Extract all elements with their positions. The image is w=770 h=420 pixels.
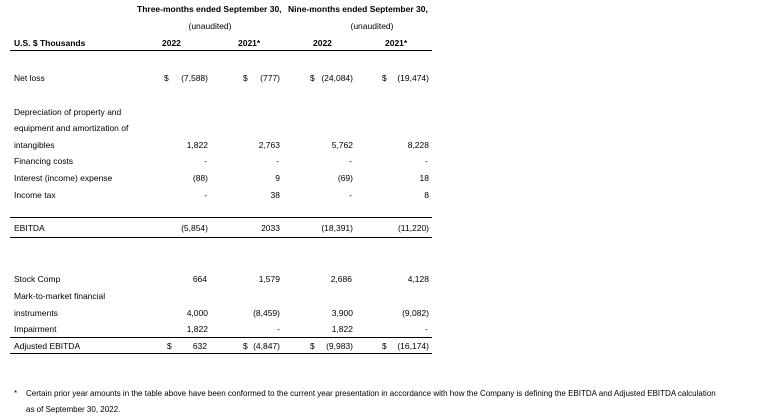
value-cell: 4,128	[407, 274, 429, 284]
value-cell: 1,579	[258, 274, 280, 284]
value-cell: 2,763	[258, 140, 280, 150]
row-label: Mark-to-market financial	[14, 291, 106, 301]
row-label: Financing costs	[14, 156, 74, 166]
footnote-text-line1: Certain prior year amounts in the table …	[26, 389, 716, 398]
value-cell: (24,084)	[321, 73, 353, 83]
period-three-months-heading: Three-months ended September 30,	[137, 4, 282, 14]
value-cell: 5,762	[331, 140, 353, 150]
value-cell: (777)	[260, 73, 280, 83]
period-nine-months-heading: Nine-months ended September 30,	[288, 4, 428, 14]
value-cell: 664	[192, 274, 207, 284]
year-header-2022-three: 2022	[162, 38, 181, 48]
unaudited-three-label: (unaudited)	[188, 21, 232, 31]
value-cell: -	[349, 156, 352, 166]
row-label: instruments	[14, 308, 58, 318]
value-cell: (16,174)	[397, 341, 429, 351]
footnote-text-line2: as of September 30, 2022.	[26, 405, 121, 414]
value-cell: (8,459)	[253, 308, 280, 318]
row-label: Net loss	[14, 73, 45, 83]
value-cell: 2033	[261, 223, 280, 233]
currency-symbol: $	[382, 341, 387, 351]
value-cell: (18,391)	[321, 223, 353, 233]
value-cell: 9	[275, 173, 280, 183]
value-cell: (7,588)	[181, 73, 208, 83]
value-cell: 4,000	[186, 308, 208, 318]
currency-symbol: $	[243, 341, 248, 351]
currency-symbol: $	[310, 341, 315, 351]
year-header-2022-nine: 2022	[313, 38, 332, 48]
value-cell: -	[277, 324, 280, 334]
units-label: U.S. $ Thousands	[14, 38, 86, 48]
value-cell: -	[276, 156, 279, 166]
value-cell: 8,228	[407, 140, 429, 150]
value-cell: 1,822	[186, 140, 208, 150]
value-cell: 8	[424, 190, 429, 200]
currency-symbol: $	[167, 341, 172, 351]
value-cell: 1,822	[331, 324, 353, 334]
value-cell: (19,474)	[397, 73, 429, 83]
value-cell: -	[204, 156, 207, 166]
value-cell: 38	[270, 190, 280, 200]
value-cell: 18	[419, 173, 429, 183]
value-cell: (9,082)	[402, 308, 429, 318]
row-label: Income tax	[14, 190, 56, 200]
row-label: Stock Comp	[14, 274, 61, 284]
value-cell: (4,847)	[253, 341, 280, 351]
year-header-2021-nine: 2021*	[385, 38, 408, 48]
currency-symbol: $	[164, 73, 169, 83]
value-cell: (9,983)	[326, 341, 353, 351]
value-cell: (69)	[337, 173, 353, 183]
ebitda-top-rule	[10, 217, 432, 218]
value-cell: 1,822	[186, 324, 208, 334]
row-label: Impairment	[14, 324, 57, 334]
header-rule	[10, 50, 432, 51]
currency-symbol: $	[382, 73, 387, 83]
adjusted-top-rule	[10, 337, 432, 338]
row-label: intangibles	[14, 140, 55, 150]
value-cell: -	[349, 190, 352, 200]
value-cell: 2,686	[330, 274, 352, 284]
footnote-marker: *	[14, 389, 18, 398]
row-label: EBITDA	[14, 223, 45, 233]
value-cell: 632	[192, 341, 207, 351]
adjusted-bottom-rule	[10, 353, 432, 354]
currency-symbol: $	[310, 73, 315, 83]
value-cell: (88)	[192, 173, 208, 183]
currency-symbol: $	[243, 73, 248, 83]
value-cell: (11,220)	[397, 223, 429, 233]
unaudited-nine-label: (unaudited)	[350, 21, 394, 31]
row-label: Adjusted EBITDA	[14, 341, 81, 351]
value-cell: -	[425, 156, 428, 166]
value-cell: -	[204, 190, 207, 200]
value-cell: (5,854)	[181, 223, 208, 233]
row-label: Interest (income) expense	[14, 173, 113, 183]
value-cell: -	[425, 324, 428, 334]
year-header-2021-three: 2021*	[238, 38, 261, 48]
ebitda-bottom-rule	[10, 237, 432, 238]
row-label: equipment and amortization of	[14, 123, 129, 133]
value-cell: 3,900	[331, 308, 353, 318]
row-label: Depreciation of property and	[14, 107, 122, 117]
